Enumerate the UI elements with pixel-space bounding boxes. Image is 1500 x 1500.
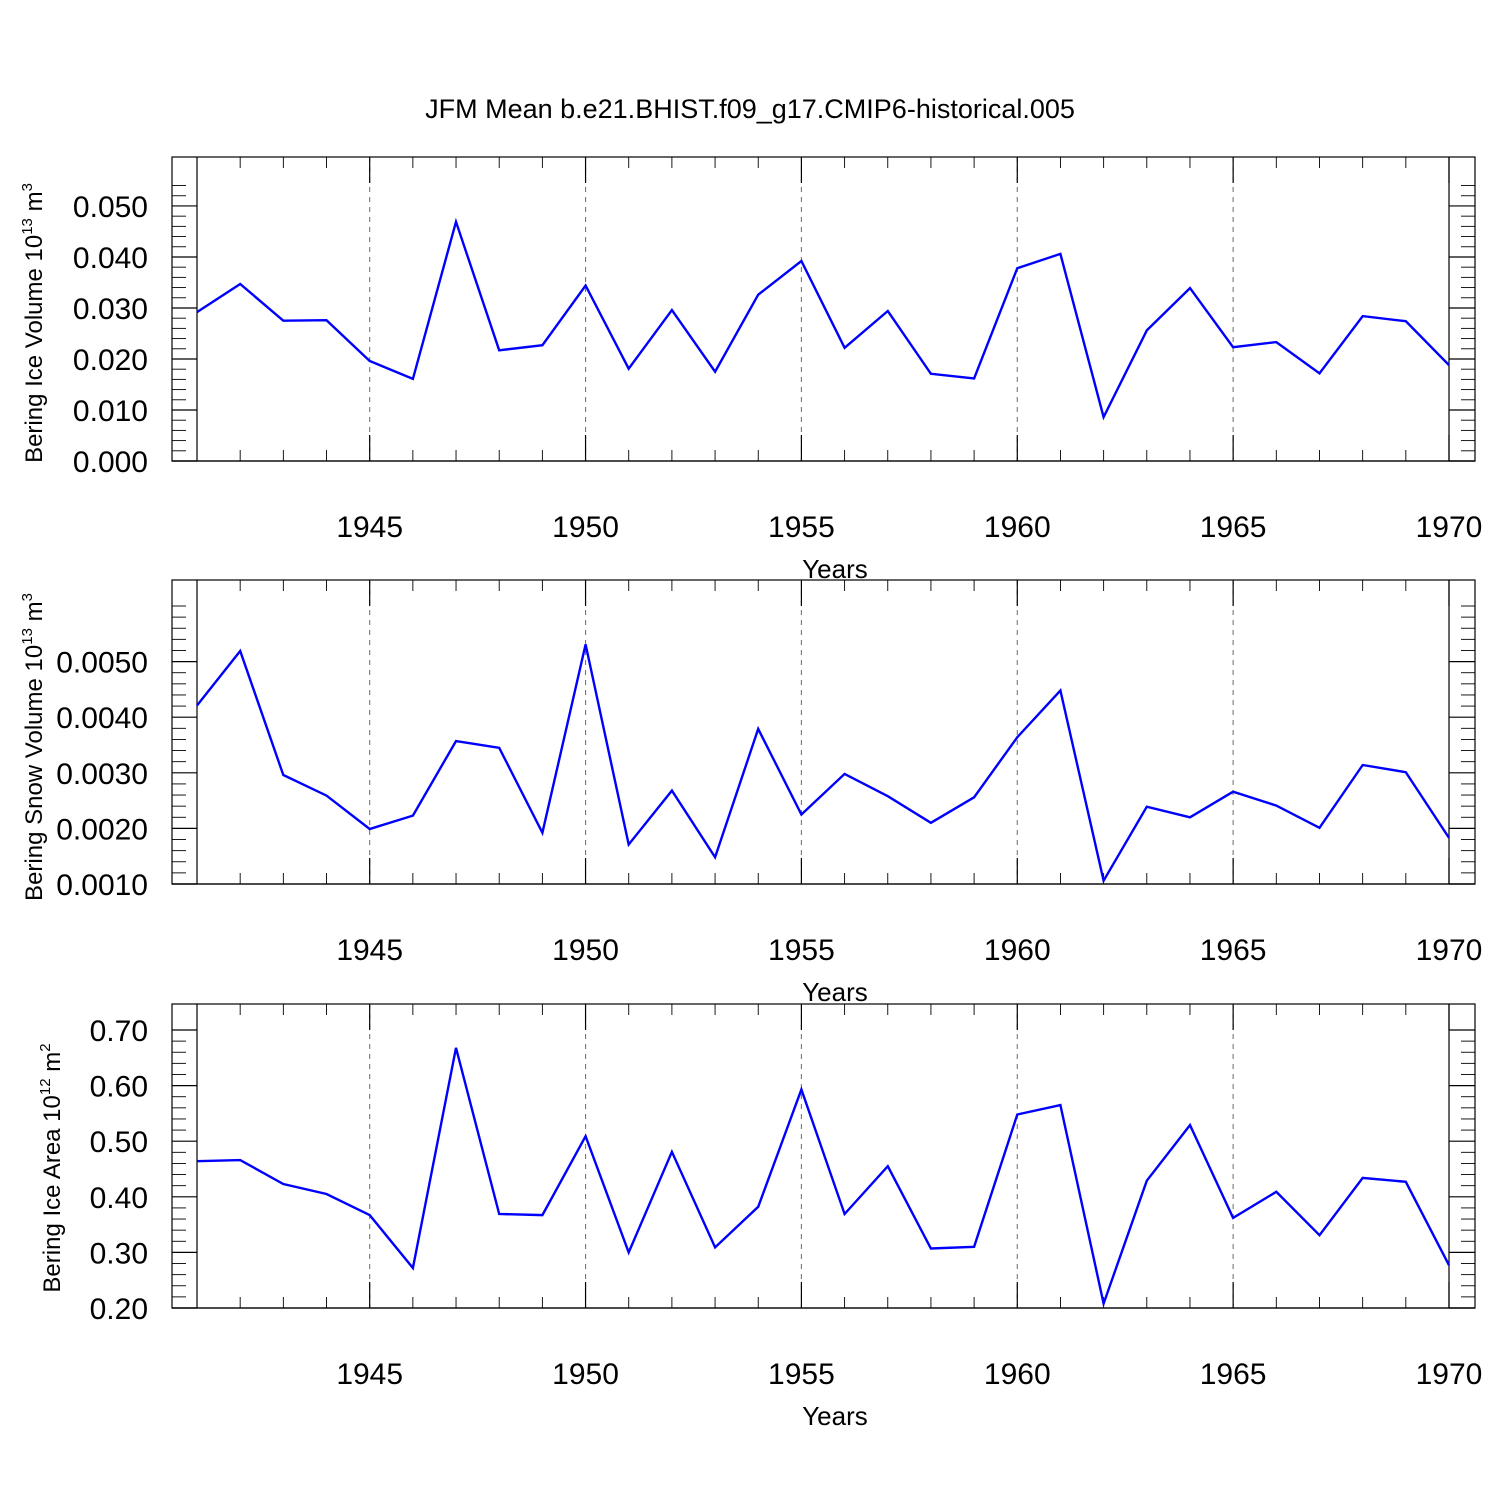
x-tick-label: 1950 [552,511,619,544]
y-tick-label: 0.30 [90,1237,148,1270]
y-tick-label: 0.0010 [56,869,148,902]
y-tick-label: 0.0030 [56,758,148,791]
y-tick-label: 0.020 [73,344,148,377]
y-tick-label: 0.050 [73,191,148,224]
y-tick-label: 0.000 [73,446,148,479]
y-tick-label: 0.40 [90,1182,148,1215]
axes-frame [171,579,1476,885]
x-tick-label: 1960 [984,934,1051,967]
y-tick-label: 0.0040 [56,702,148,735]
axes-frame [171,156,1476,462]
x-tick-label: 1970 [1416,934,1483,967]
y-tick-label: 0.50 [90,1126,148,1159]
y-tick-label: 0.70 [90,1015,148,1048]
y-axis-label: Bering Ice Volume 1013 m3 [19,183,48,463]
x-tick-label: 1955 [768,511,835,544]
y-tick-label: 0.030 [73,293,148,326]
x-tick-label: 1945 [336,934,403,967]
series-line-bering-ice-volume [196,217,1450,421]
panel-1: 1945 1950 1955 1960 1965 1970 Years 0.000 0.010 0… [19,156,1483,584]
x-tick-label: 1965 [1200,934,1267,967]
x-axis-label: Years [802,1401,868,1431]
x-tick-label: 1945 [336,1358,403,1391]
y-axis-label: Bering Ice Area 1012 m2 [37,1043,66,1292]
y-tick-label: 0.040 [73,242,148,275]
x-tick-label: 1970 [1416,511,1483,544]
y-tick-label: 0.010 [73,395,148,428]
y-tick-label: 0.60 [90,1071,148,1104]
x-axis-label: Years [802,977,868,1007]
series-line-bering-snow-volume [196,644,1451,884]
y-axis-label: Bering Snow Volume 1013 m3 [19,593,48,901]
series-line-bering-ice-area [196,1047,1451,1308]
x-tick-label: 1945 [336,511,403,544]
x-tick-label: 1960 [984,511,1051,544]
x-tick-label: 1955 [768,934,835,967]
panel-3: 1945 1950 1955 1960 1965 1970 Years 0.20 0.30 0.4… [37,1003,1483,1431]
x-tick-label: 1950 [552,934,619,967]
x-tick-label: 1950 [552,1358,619,1391]
x-tick-label: 1955 [768,1358,835,1391]
panels: 1945 1950 1955 1960 1965 1970 Years 0.000 0.010 0… [19,156,1483,1431]
x-axis-label: Years [802,554,868,584]
y-tick-label: 0.0020 [56,813,148,846]
x-tick-label: 1970 [1416,1358,1483,1391]
y-tick-label: 0.20 [90,1293,148,1326]
x-tick-label: 1965 [1200,1358,1267,1391]
x-tick-label: 1960 [984,1358,1051,1391]
chart-title: JFM Mean b.e21.BHIST.f09_g17.CMIP6-histo… [425,94,1075,124]
panel-2: 1945 1950 1955 1960 1965 1970 Years 0.0010 0.002… [19,579,1483,1007]
y-tick-label: 0.0050 [56,647,148,680]
x-tick-label: 1965 [1200,511,1267,544]
